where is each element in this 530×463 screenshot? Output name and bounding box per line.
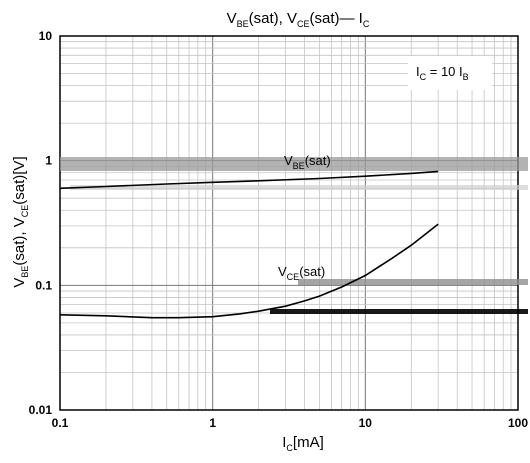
artifact-band (298, 279, 528, 285)
x-tick-label: 1 (209, 416, 216, 430)
y-tick-label: 0.1 (35, 278, 52, 292)
x-tick-label: 100 (508, 416, 528, 430)
y-tick-label: 1 (45, 154, 52, 168)
x-tick-label: 10 (359, 416, 373, 430)
x-tick-label: 0.1 (52, 416, 69, 430)
x-axis-label: IC[mA] (282, 434, 324, 453)
chart-title: VBE(sat), VCE(sat)— IC (227, 10, 370, 29)
series-line-1 (60, 224, 438, 318)
grid (60, 36, 518, 410)
y-axis-label: VBE(sat), VCE(sat)[V] (11, 156, 30, 287)
y-tick-label: 10 (39, 29, 53, 43)
artifact-band (270, 309, 528, 314)
artifact-bands (60, 157, 528, 314)
y-tick-label: 0.01 (29, 403, 53, 417)
series-group (60, 171, 438, 317)
plot-frame (60, 36, 518, 410)
